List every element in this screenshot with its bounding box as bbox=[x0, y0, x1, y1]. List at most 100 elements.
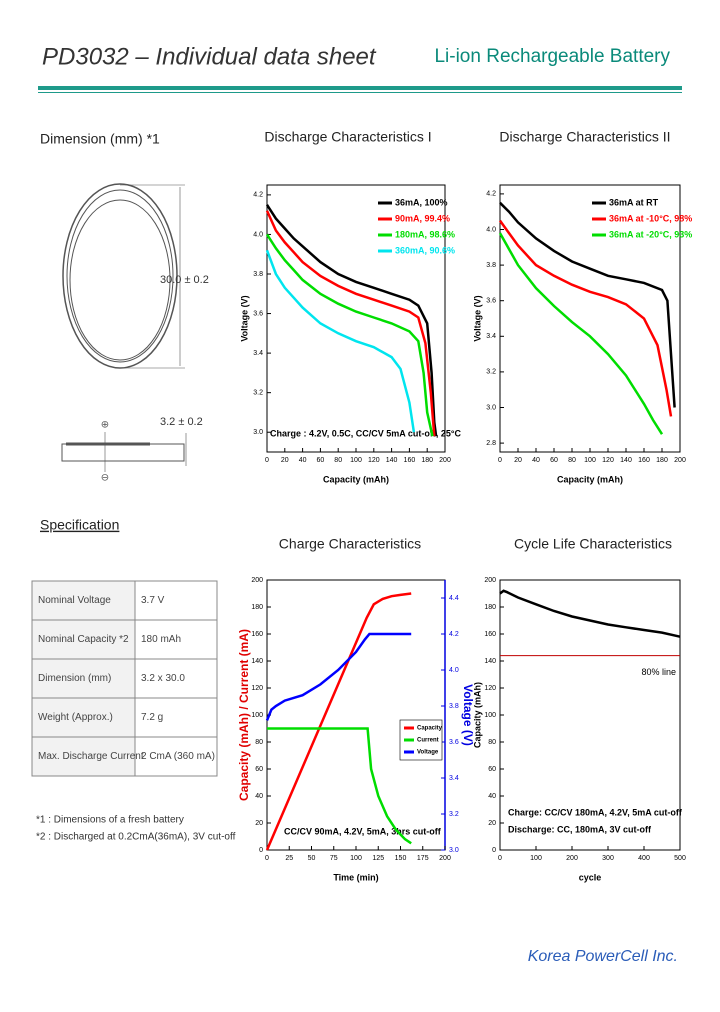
y-tick-label: 2.8 bbox=[486, 440, 496, 447]
x-tick-label: 40 bbox=[532, 457, 540, 464]
legend-label: 36mA at -10°C, 98% bbox=[609, 213, 692, 223]
footer: Korea PowerCell Inc. bbox=[528, 948, 678, 965]
y2-tick-label: 4.4 bbox=[449, 595, 459, 602]
x-tick-label: 20 bbox=[514, 457, 522, 464]
battery-top-view bbox=[62, 183, 185, 369]
y-tick-label: 40 bbox=[255, 793, 263, 800]
y-tick-label: 4.2 bbox=[253, 192, 263, 199]
y-tick-label: 100 bbox=[484, 712, 496, 719]
x-tick-label: 200 bbox=[566, 855, 578, 862]
plot-frame bbox=[266, 579, 446, 851]
y-axis-label: Voltage (V) bbox=[239, 295, 249, 341]
legend-label: 180mA, 98.6% bbox=[395, 229, 455, 239]
series-line bbox=[265, 249, 416, 433]
x-tick-label: 20 bbox=[281, 457, 289, 464]
x-tick-label: 500 bbox=[674, 855, 686, 862]
spec-value-cell bbox=[134, 658, 218, 699]
spec-value: 3.7 V bbox=[141, 595, 165, 606]
x-tick-label: 180 bbox=[656, 457, 668, 464]
x-tick-label: 100 bbox=[584, 457, 596, 464]
x-tick-label: 200 bbox=[439, 855, 451, 862]
x-tick-label: 300 bbox=[602, 855, 614, 862]
chart-title: Discharge Characteristics II bbox=[499, 129, 670, 145]
reference-label: 80% line bbox=[641, 667, 676, 677]
y2-tick-label: 4.2 bbox=[449, 631, 459, 638]
x-tick-label: 80 bbox=[568, 457, 576, 464]
y-axis-label: Voltage (V) bbox=[472, 295, 482, 341]
x-tick-label: 0 bbox=[265, 457, 269, 464]
y-tick-label: 180 bbox=[251, 604, 263, 611]
x-tick-label: 200 bbox=[439, 457, 451, 464]
spec-label-cell bbox=[31, 658, 136, 699]
y2-tick-label: 3.8 bbox=[449, 703, 459, 710]
y-tick-label: 0 bbox=[259, 847, 263, 854]
y-tick-label: 120 bbox=[251, 685, 263, 692]
series-line bbox=[498, 219, 673, 417]
x-tick-label: 100 bbox=[350, 855, 362, 862]
y-tick-label: 4.2 bbox=[486, 191, 496, 198]
series-line bbox=[265, 204, 438, 437]
y-tick-label: 180 bbox=[484, 604, 496, 611]
spec-value: 7.2 g bbox=[141, 712, 163, 723]
x-tick-label: 200 bbox=[674, 457, 686, 464]
x-tick-label: 60 bbox=[550, 457, 558, 464]
y-axis-label: Capacity (mAh) bbox=[472, 682, 482, 748]
spec-label: Max. Discharge Current bbox=[38, 751, 144, 762]
x-tick-label: 0 bbox=[265, 855, 269, 862]
annotation: Charge : 4.2V, 0.5C, CC/CV 5mA cut-off, … bbox=[270, 428, 461, 438]
y-tick-label: 4.0 bbox=[486, 226, 496, 233]
x-axis-label: Capacity (mAh) bbox=[323, 474, 389, 484]
y-tick-label: 80 bbox=[255, 739, 263, 746]
y-tick-label: 100 bbox=[251, 712, 263, 719]
series-line bbox=[265, 632, 412, 721]
x-tick-label: 50 bbox=[308, 855, 316, 862]
y-tick-label: 3.8 bbox=[486, 262, 496, 269]
spec-label: Nominal Voltage bbox=[38, 595, 111, 606]
diameter-label: 30.0 ± 0.2 bbox=[160, 274, 209, 286]
x-tick-label: 400 bbox=[638, 855, 650, 862]
chart-title: Discharge Characteristics I bbox=[264, 129, 431, 145]
y-tick-label: 40 bbox=[488, 793, 496, 800]
y-tick-label: 20 bbox=[488, 820, 496, 827]
legend-label: 360mA, 90.6% bbox=[395, 245, 455, 255]
spec-label-cell bbox=[31, 736, 136, 777]
x-axis-label: Time (min) bbox=[333, 872, 378, 882]
x-tick-label: 100 bbox=[530, 855, 542, 862]
x-tick-label: 175 bbox=[417, 855, 429, 862]
x-tick-label: 75 bbox=[330, 855, 338, 862]
annotation: Charge: CC/CV 180mA, 4.2V, 5mA cut-off bbox=[508, 807, 683, 817]
x-tick-label: 25 bbox=[285, 855, 293, 862]
legend-label: 90mA, 99.4% bbox=[395, 213, 450, 223]
y-tick-label: 4.0 bbox=[253, 231, 263, 238]
y-tick-label: 140 bbox=[484, 658, 496, 665]
spec-label: Nominal Capacity *2 bbox=[38, 634, 129, 645]
y2-tick-label: 3.2 bbox=[449, 811, 459, 818]
thickness-label: 3.2 ± 0.2 bbox=[160, 416, 203, 428]
x-tick-label: 160 bbox=[638, 457, 650, 464]
x-axis-label: cycle bbox=[579, 872, 602, 882]
x-tick-label: 160 bbox=[404, 457, 416, 464]
y-tick-label: 60 bbox=[255, 766, 263, 773]
y-tick-label: 3.2 bbox=[486, 369, 496, 376]
legend-label: Capacity bbox=[417, 726, 443, 732]
x-tick-label: 125 bbox=[372, 855, 384, 862]
y-tick-label: 3.0 bbox=[253, 429, 263, 436]
series-line bbox=[265, 233, 434, 437]
series-line bbox=[498, 232, 664, 435]
spec-title: Specification bbox=[40, 517, 119, 533]
annotation: Discharge: CC, 180mA, 3V cut-off bbox=[508, 824, 652, 834]
series-line bbox=[499, 201, 676, 408]
y-tick-label: 160 bbox=[251, 631, 263, 638]
footnote: *2 : Discharged at 0.2CmA(36mA), 3V cut-… bbox=[36, 832, 236, 843]
x-tick-label: 140 bbox=[386, 457, 398, 464]
series-line bbox=[267, 727, 412, 845]
plus-symbol: ⊕ bbox=[101, 420, 109, 431]
chart-title: Cycle Life Characteristics bbox=[514, 536, 672, 552]
series-line bbox=[265, 210, 436, 437]
y2-tick-label: 3.6 bbox=[449, 739, 459, 746]
y-tick-label: 3.6 bbox=[486, 298, 496, 305]
y-tick-label: 200 bbox=[484, 577, 496, 584]
y-tick-label: 120 bbox=[484, 685, 496, 692]
y-tick-label: 160 bbox=[484, 631, 496, 638]
